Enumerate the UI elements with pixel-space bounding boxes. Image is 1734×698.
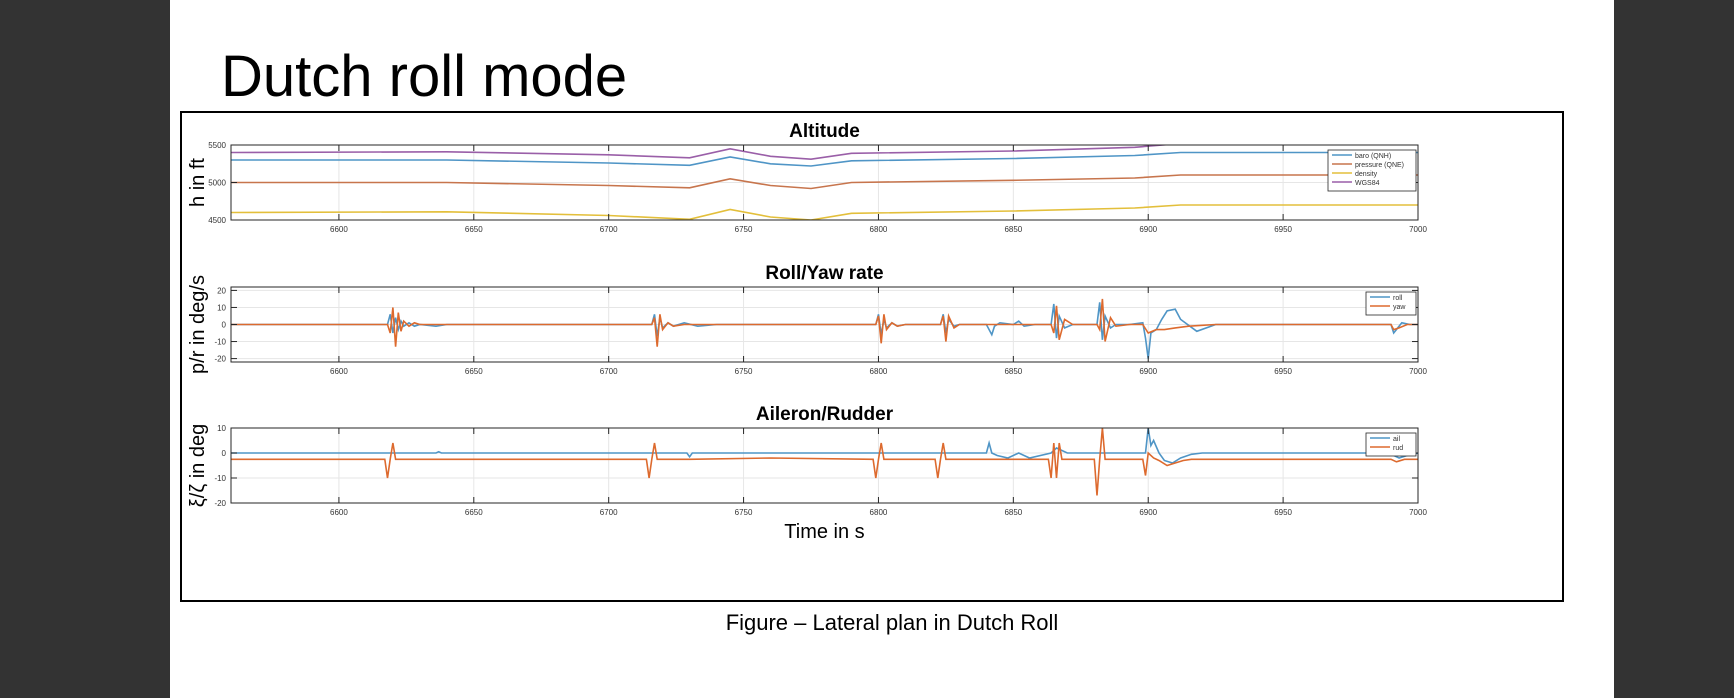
chart2-y-axis-label: p/r in deg/s: [187, 275, 209, 374]
chart3-x-tick-label: 6650: [465, 508, 483, 517]
chart3-y-tick-label: 0: [222, 449, 227, 458]
chart1-legend-entry: pressure (QNE): [1355, 162, 1404, 169]
chart1-series-pressure-qne--line: [231, 174, 1418, 190]
chart1-y-tick-label: 5000: [208, 179, 226, 188]
chart2-x-tick-label: 6600: [330, 367, 348, 376]
chart3-legend-entry: ail: [1393, 436, 1400, 443]
chart1-x-tick-label: 6850: [1004, 225, 1022, 234]
chart2-x-tick-label: 6900: [1139, 367, 1157, 376]
chart3-title: Aileron/Rudder: [756, 404, 894, 425]
slide: Dutch roll mode Altitude 6600 6650 6700 6750…: [170, 0, 1614, 698]
chart3-legend-box: [1365, 432, 1417, 457]
figure-chart: Altitude 6600 6650 6700 6750 6800 6850 6900 6950…: [187, 121, 1427, 543]
slide-title: Dutch roll mode: [221, 44, 628, 109]
chart2-legend-entry: roll: [1393, 295, 1403, 302]
figure-frame: Altitude 6600 6650 6700 6750 6800 6850 6900 6950…: [180, 111, 1564, 602]
figure-caption: Figure – Lateral plan in Dutch Roll: [725, 610, 1059, 635]
chart1-legend-entry: WGS84: [1355, 180, 1380, 187]
chart2-x-tick-label: 6650: [465, 367, 483, 376]
chart2-legend-box: [1365, 291, 1417, 316]
chart1-series-baro-qnh--line: [231, 151, 1418, 167]
chart2-x-tick-label: 7000: [1409, 367, 1427, 376]
chart3-x-tick-label: 6600: [330, 508, 348, 517]
chart1-title: Altitude: [789, 121, 860, 142]
chart1-legend-entry: density: [1355, 171, 1378, 178]
chart3-y-tick-label: -20: [214, 499, 226, 508]
chart3-x-tick-label: 6800: [870, 508, 888, 517]
chart3-x-tick-label: 6950: [1274, 508, 1292, 517]
chart2-x-tick-label: 6950: [1274, 367, 1292, 376]
chart1-legend-entry: baro (QNH): [1355, 153, 1391, 160]
chart2-y-tick-label: 0: [222, 321, 227, 330]
chart2-y-tick-label: -10: [214, 338, 226, 347]
chart3-legend-entry: rud: [1393, 445, 1403, 452]
chart1-x-tick-label: 7000: [1409, 225, 1427, 234]
chart2-series-roll-line: [231, 302, 1418, 359]
chart3-y-tick-label: 10: [217, 424, 226, 433]
chart3-series-ail-line: [231, 428, 1418, 464]
chart1-y-tick-label: 5500: [208, 141, 226, 150]
chart1-series-density-line: [231, 204, 1418, 220]
chart1-y-tick-label: 4500: [208, 216, 226, 225]
chart2-x-tick-label: 6750: [735, 367, 753, 376]
chart1-x-tick-label: 6750: [735, 225, 753, 234]
chart2-x-tick-label: 6800: [870, 367, 888, 376]
chart3-y-axis-label: ξ/ζ in deg: [187, 424, 209, 507]
chart1-y-axis-label: h in ft: [187, 158, 209, 207]
chart2-x-tick-label: 6850: [1004, 367, 1022, 376]
chart3-x-axis-label: Time in s: [784, 521, 864, 543]
chart3-x-tick-label: 6900: [1139, 508, 1157, 517]
chart1-x-tick-label: 6650: [465, 225, 483, 234]
chart3-x-tick-label: 6850: [1004, 508, 1022, 517]
chart2-series-yaw-line: [231, 298, 1418, 347]
chart2-title: Roll/Yaw rate: [765, 263, 883, 284]
chart1-legend-box: [1327, 149, 1417, 192]
chart2-y-tick-label: 20: [217, 286, 226, 295]
chart2-y-tick-label: -20: [214, 355, 226, 364]
chart1-x-tick-label: 6950: [1274, 225, 1292, 234]
chart3-series-rud-line: [231, 428, 1418, 496]
chart1-x-tick-label: 6900: [1139, 225, 1157, 234]
chart1-x-tick-label: 6700: [600, 225, 618, 234]
chart3-x-tick-label: 6750: [735, 508, 753, 517]
chart3-axes-box: [230, 427, 1419, 504]
chart1-x-tick-label: 6800: [870, 225, 888, 234]
chart2-y-tick-label: 10: [217, 303, 226, 312]
chart3-x-tick-label: 6700: [600, 508, 618, 517]
chart3-x-tick-label: 7000: [1409, 508, 1427, 517]
chart3-y-tick-label: -10: [214, 474, 226, 483]
chart1-series-wgs84-line: [231, 145, 1173, 161]
chart1-x-tick-label: 6600: [330, 225, 348, 234]
chart2-x-tick-label: 6700: [600, 367, 618, 376]
chart2-legend-entry: yaw: [1393, 304, 1406, 311]
